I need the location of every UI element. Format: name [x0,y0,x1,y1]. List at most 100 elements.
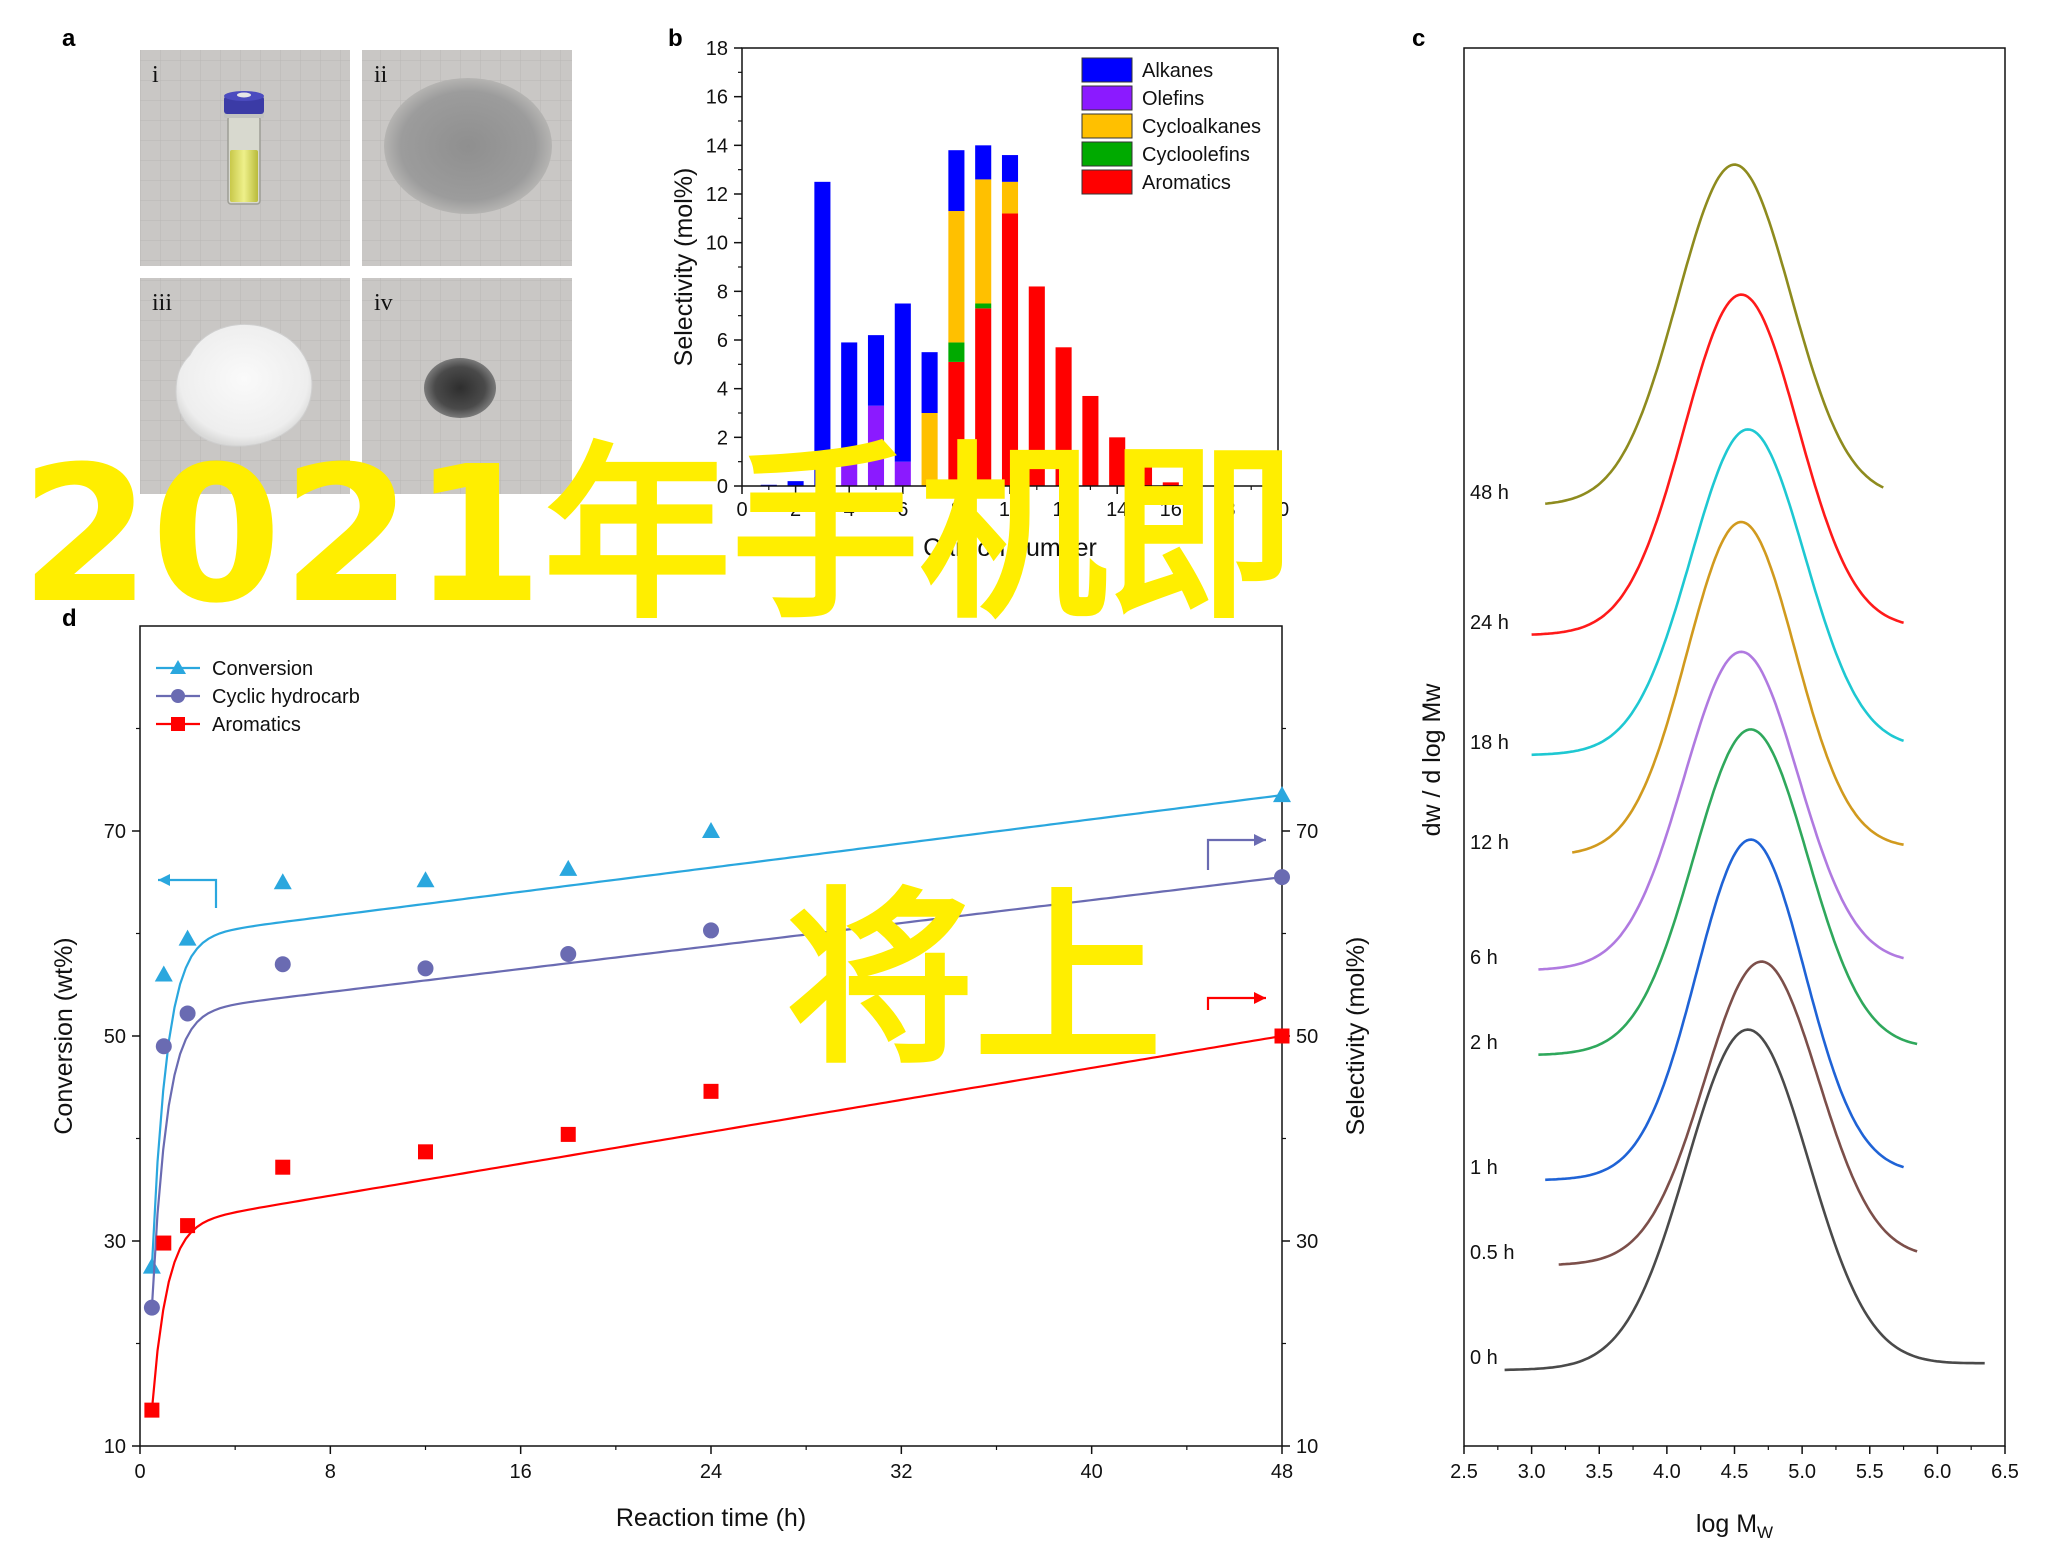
b-bars [760,145,1179,487]
c-curve-1h [1545,838,1905,1182]
d-x-tick-label: 24 [700,1461,722,1483]
b-legend-swatch-alkanes [1081,57,1133,83]
d-legend-marker [171,689,185,703]
c-x-tick-label: 4.0 [1653,1461,1681,1483]
c-y-axis-label: dw / d log Mw [1418,683,1446,837]
b-x-axis-label: Carbon number [923,534,1097,562]
b-x-tick-label: 20 [1267,499,1289,521]
b-y-tick-label: 2 [717,427,728,449]
c-curve-label-12h: 12 h [1470,832,1509,854]
b-x-tick-label: 2 [790,499,801,521]
c-x-tick-label: 6.0 [1923,1461,1951,1483]
d-point-conversion [559,859,578,876]
b-bar-c3-alkanes [814,181,831,487]
b-y-tick-label: 12 [706,184,728,206]
d-arrow-cyclic [1206,838,1266,870]
b-bar-c11-aromatics [1028,286,1045,486]
d-arrowhead-cyclic [1254,834,1266,846]
c-x-tick-label: 3.5 [1585,1461,1613,1483]
c-series-labels: 48 h 24 h 18 h 12 h 6 h 2 h 1 h 0.5 h 0 h [1470,482,1514,1369]
d-x-tick-label: 16 [510,1461,532,1483]
photo-tile-i: i [140,50,350,266]
d-x-tick-label: 0 [134,1461,145,1483]
d-fit-conversion [150,794,1283,1267]
panel-label-c: c [1412,25,1425,52]
d-point-cyclic-hydrocarbons [703,922,719,939]
overlay-watermark-text: 2021年手机即 将上 [20,426,1295,1090]
d-point-aromatics [418,1144,433,1160]
d-point-aromatics [560,1126,576,1142]
b-bar-c4-olefins [841,449,858,486]
tile-label-iii: iii [152,290,172,316]
d-point-conversion [273,873,292,890]
b-legend: Alkanes Olefins Cycloalkanes Cycloolefins Ar… [1081,57,1261,195]
b-y-tick-label: 4 [717,379,728,401]
c-x-tick-label: 6.5 [1991,1461,2019,1483]
c-x-tick-label: 4.5 [1721,1461,1749,1483]
d-arrowhead-conversion [158,874,170,886]
d-point-aromatics [156,1235,172,1251]
d-point-aromatics [180,1218,196,1234]
b-bar-c6-alkanes [894,303,911,462]
d-axis-arrows [158,834,1266,1010]
panel-label-d: d [62,605,77,632]
d-point-conversion [416,871,435,888]
d-arrowhead-aromatics [1254,992,1266,1004]
panel-c-line-chart: 2.5 3.0 3.5 4.0 4.5 5.0 5.5 6.0 6.5 log MW dw / … [1418,47,2019,1542]
panel-label-b: b [668,25,683,52]
d-legend-label: Conversion [212,658,313,680]
b-legend-swatch-olefins [1081,85,1133,111]
c-curve-2h [1538,728,1918,1056]
c-curve-label-24h: 24 h [1470,612,1509,634]
c-x-axis-label-main: log M [1696,1510,1757,1538]
b-y-tick-label: 16 [706,87,728,109]
d-y-tick-label-right: 30 [1296,1231,1318,1253]
c-x-tick-label: 5.0 [1788,1461,1816,1483]
b-bar-c8-aromatics [948,361,965,486]
b-legend-label-aromatics: Aromatics [1142,172,1231,194]
b-y-tick-label: 0 [717,476,728,498]
b-x-tick-label: 4 [844,499,855,521]
b-x-tick-label: 18 [1213,499,1235,521]
c-curve-label-48h: 48 h [1470,482,1509,504]
photo-tile-ii: ii [362,50,572,266]
d-point-cyclic-hydrocarbons [274,956,291,973]
c-curve-18h [1531,428,1905,757]
vial-icon [224,91,264,205]
d-point-cyclic-hydrocarbons [417,960,434,977]
c-ticks: 2.5 3.0 3.5 4.0 4.5 5.0 5.5 6.0 6.5 [1450,1446,2019,1483]
d-y-tick-label-left: 10 [104,1436,126,1458]
b-x-tick-label: 12 [1052,499,1074,521]
b-bar-c7-alkanes [921,352,938,413]
d-y-tick-label-left: 30 [104,1231,126,1253]
b-bar-c8-cycloolefins [948,342,965,362]
c-x-axis-label: log MW [1696,1510,1773,1542]
b-y-tick-label: 10 [706,233,728,255]
d-y-tick-label-right: 50 [1296,1026,1318,1048]
b-x-tick-label: 0 [736,499,747,521]
c-curve-12h [1571,520,1904,854]
panel-b-bar-chart: 0 2 4 6 8 10 12 14 16 18 20 0 2 4 6 8 10 12 14 16 18 Carbon … [670,38,1289,562]
c-x-tick-label: 5.5 [1856,1461,1884,1483]
c-curve-6h [1538,650,1904,971]
b-y-tick-label: 18 [706,38,728,60]
d-legend-marker [171,717,185,731]
b-bar-c9-alkanes [975,145,992,180]
d-point-aromatics [144,1402,160,1418]
c-x-axis-label-sub: W [1757,1523,1773,1542]
grey-powder-icon [384,78,552,214]
white-powder-icon [175,324,313,447]
b-x-tick-label: 14 [1106,499,1128,521]
d-x-tick-label: 32 [890,1461,912,1483]
photo-tile-iv: iv [362,278,572,494]
d-arrow-conversion [158,878,218,908]
panel-a-photo-grid: i ii iii iv [140,50,572,494]
c-x-tick-label: 2.5 [1450,1461,1478,1483]
b-y-axis-label: Selectivity (mol%) [670,168,698,367]
tile-label-i: i [152,62,159,88]
b-bar-c16-aromatics [1162,482,1179,486]
b-y-tick-label: 8 [717,281,728,303]
b-x-tick-label: 8 [951,499,962,521]
b-legend-swatch-cycloalkanes [1081,113,1133,139]
